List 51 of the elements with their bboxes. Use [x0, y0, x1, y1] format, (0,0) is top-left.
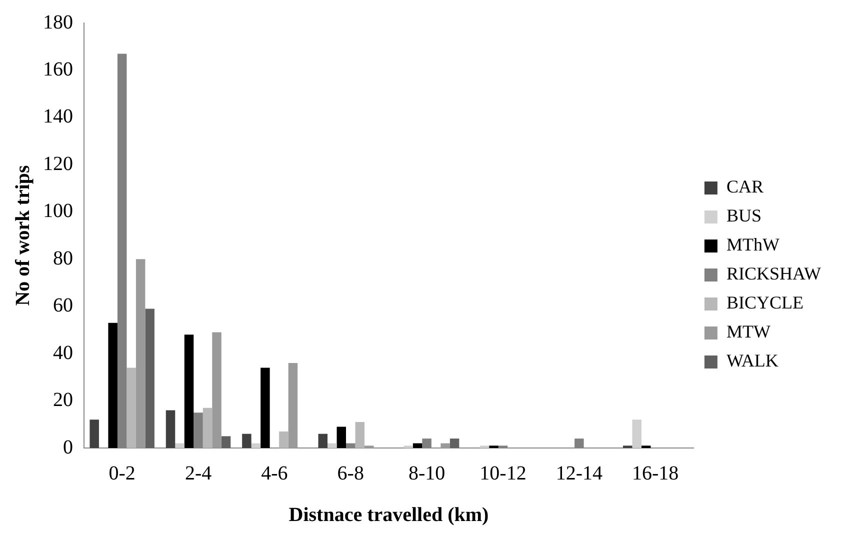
bar	[242, 434, 252, 448]
legend-label: CAR	[726, 176, 764, 197]
bar	[355, 422, 365, 448]
y-tick-label: 20	[53, 389, 73, 412]
bar	[108, 322, 118, 448]
bar	[440, 443, 450, 448]
legend-label: WALK	[726, 350, 778, 371]
legend-label: RICKSHAW	[726, 264, 822, 284]
y-tick-label: 100	[43, 200, 73, 222]
bar	[90, 420, 99, 448]
y-tick-label: 0	[63, 436, 73, 458]
legend-label: MThW	[726, 234, 780, 255]
bar	[336, 426, 346, 448]
bar	[221, 436, 231, 448]
y-tick-label: 160	[43, 58, 73, 80]
bar	[632, 420, 642, 448]
bar	[136, 259, 146, 448]
bar	[318, 434, 328, 448]
bar	[279, 431, 288, 448]
bar	[145, 308, 154, 448]
legend-label: BUS	[726, 206, 762, 226]
y-tick-label: 80	[53, 247, 73, 270]
y-tick-label: 120	[43, 152, 73, 175]
y-tick-label: 40	[53, 342, 73, 364]
bar	[328, 443, 337, 448]
bar	[288, 363, 298, 448]
x-tick-label: 6-8	[337, 462, 364, 484]
x-tick-label: 10-12	[480, 462, 526, 484]
bar	[260, 368, 270, 448]
legend-label: BICYCLE	[726, 292, 804, 313]
x-tick-label: 8-10	[408, 462, 446, 484]
y-tick-label: 140	[43, 106, 73, 128]
x-tick-label: 2-4	[184, 462, 212, 484]
bar	[202, 408, 212, 448]
bar	[166, 410, 176, 448]
bar	[450, 438, 460, 448]
y-tick-label: 180	[43, 11, 73, 34]
bar	[175, 443, 184, 448]
y-axis-title: No of work trips	[12, 165, 34, 306]
bar	[412, 443, 422, 448]
bar	[251, 443, 261, 448]
bar	[212, 332, 222, 448]
bar	[126, 368, 136, 448]
bar	[184, 334, 194, 448]
legend-label: MTW	[726, 322, 770, 342]
x-tick-label: 0-2	[108, 462, 136, 484]
x-axis-title: Distnace travelled (km)	[288, 504, 489, 526]
x-tick-label: 16-18	[632, 462, 679, 484]
y-tick-label: 60	[53, 294, 73, 317]
x-tick-label: 12-14	[556, 462, 603, 484]
x-tick-label: 4-6	[261, 462, 288, 484]
